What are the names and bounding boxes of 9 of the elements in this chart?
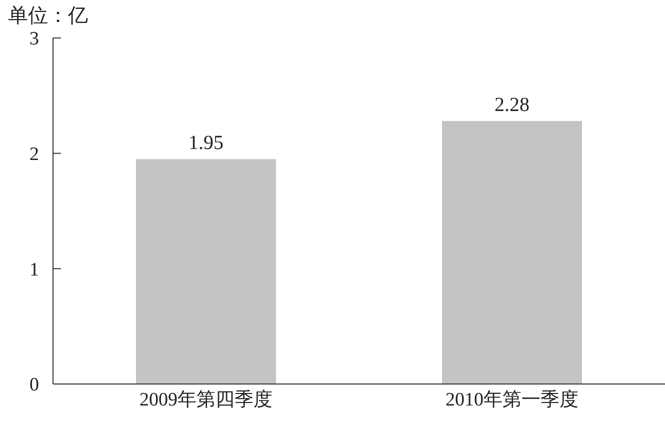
y-tick-label: 2	[30, 144, 39, 166]
x-tick-label: 2010年第一季度	[446, 388, 578, 410]
y-tick-label: 1	[30, 259, 39, 280]
y-tick-label: 3	[30, 28, 39, 50]
x-tick-label: 2009年第四季度	[140, 388, 272, 410]
data-label: 2.28	[494, 94, 530, 116]
y-axis-title: 单位：亿	[8, 4, 88, 29]
y-tick-label: 0	[30, 374, 39, 396]
data-label: 1.95	[188, 132, 224, 154]
